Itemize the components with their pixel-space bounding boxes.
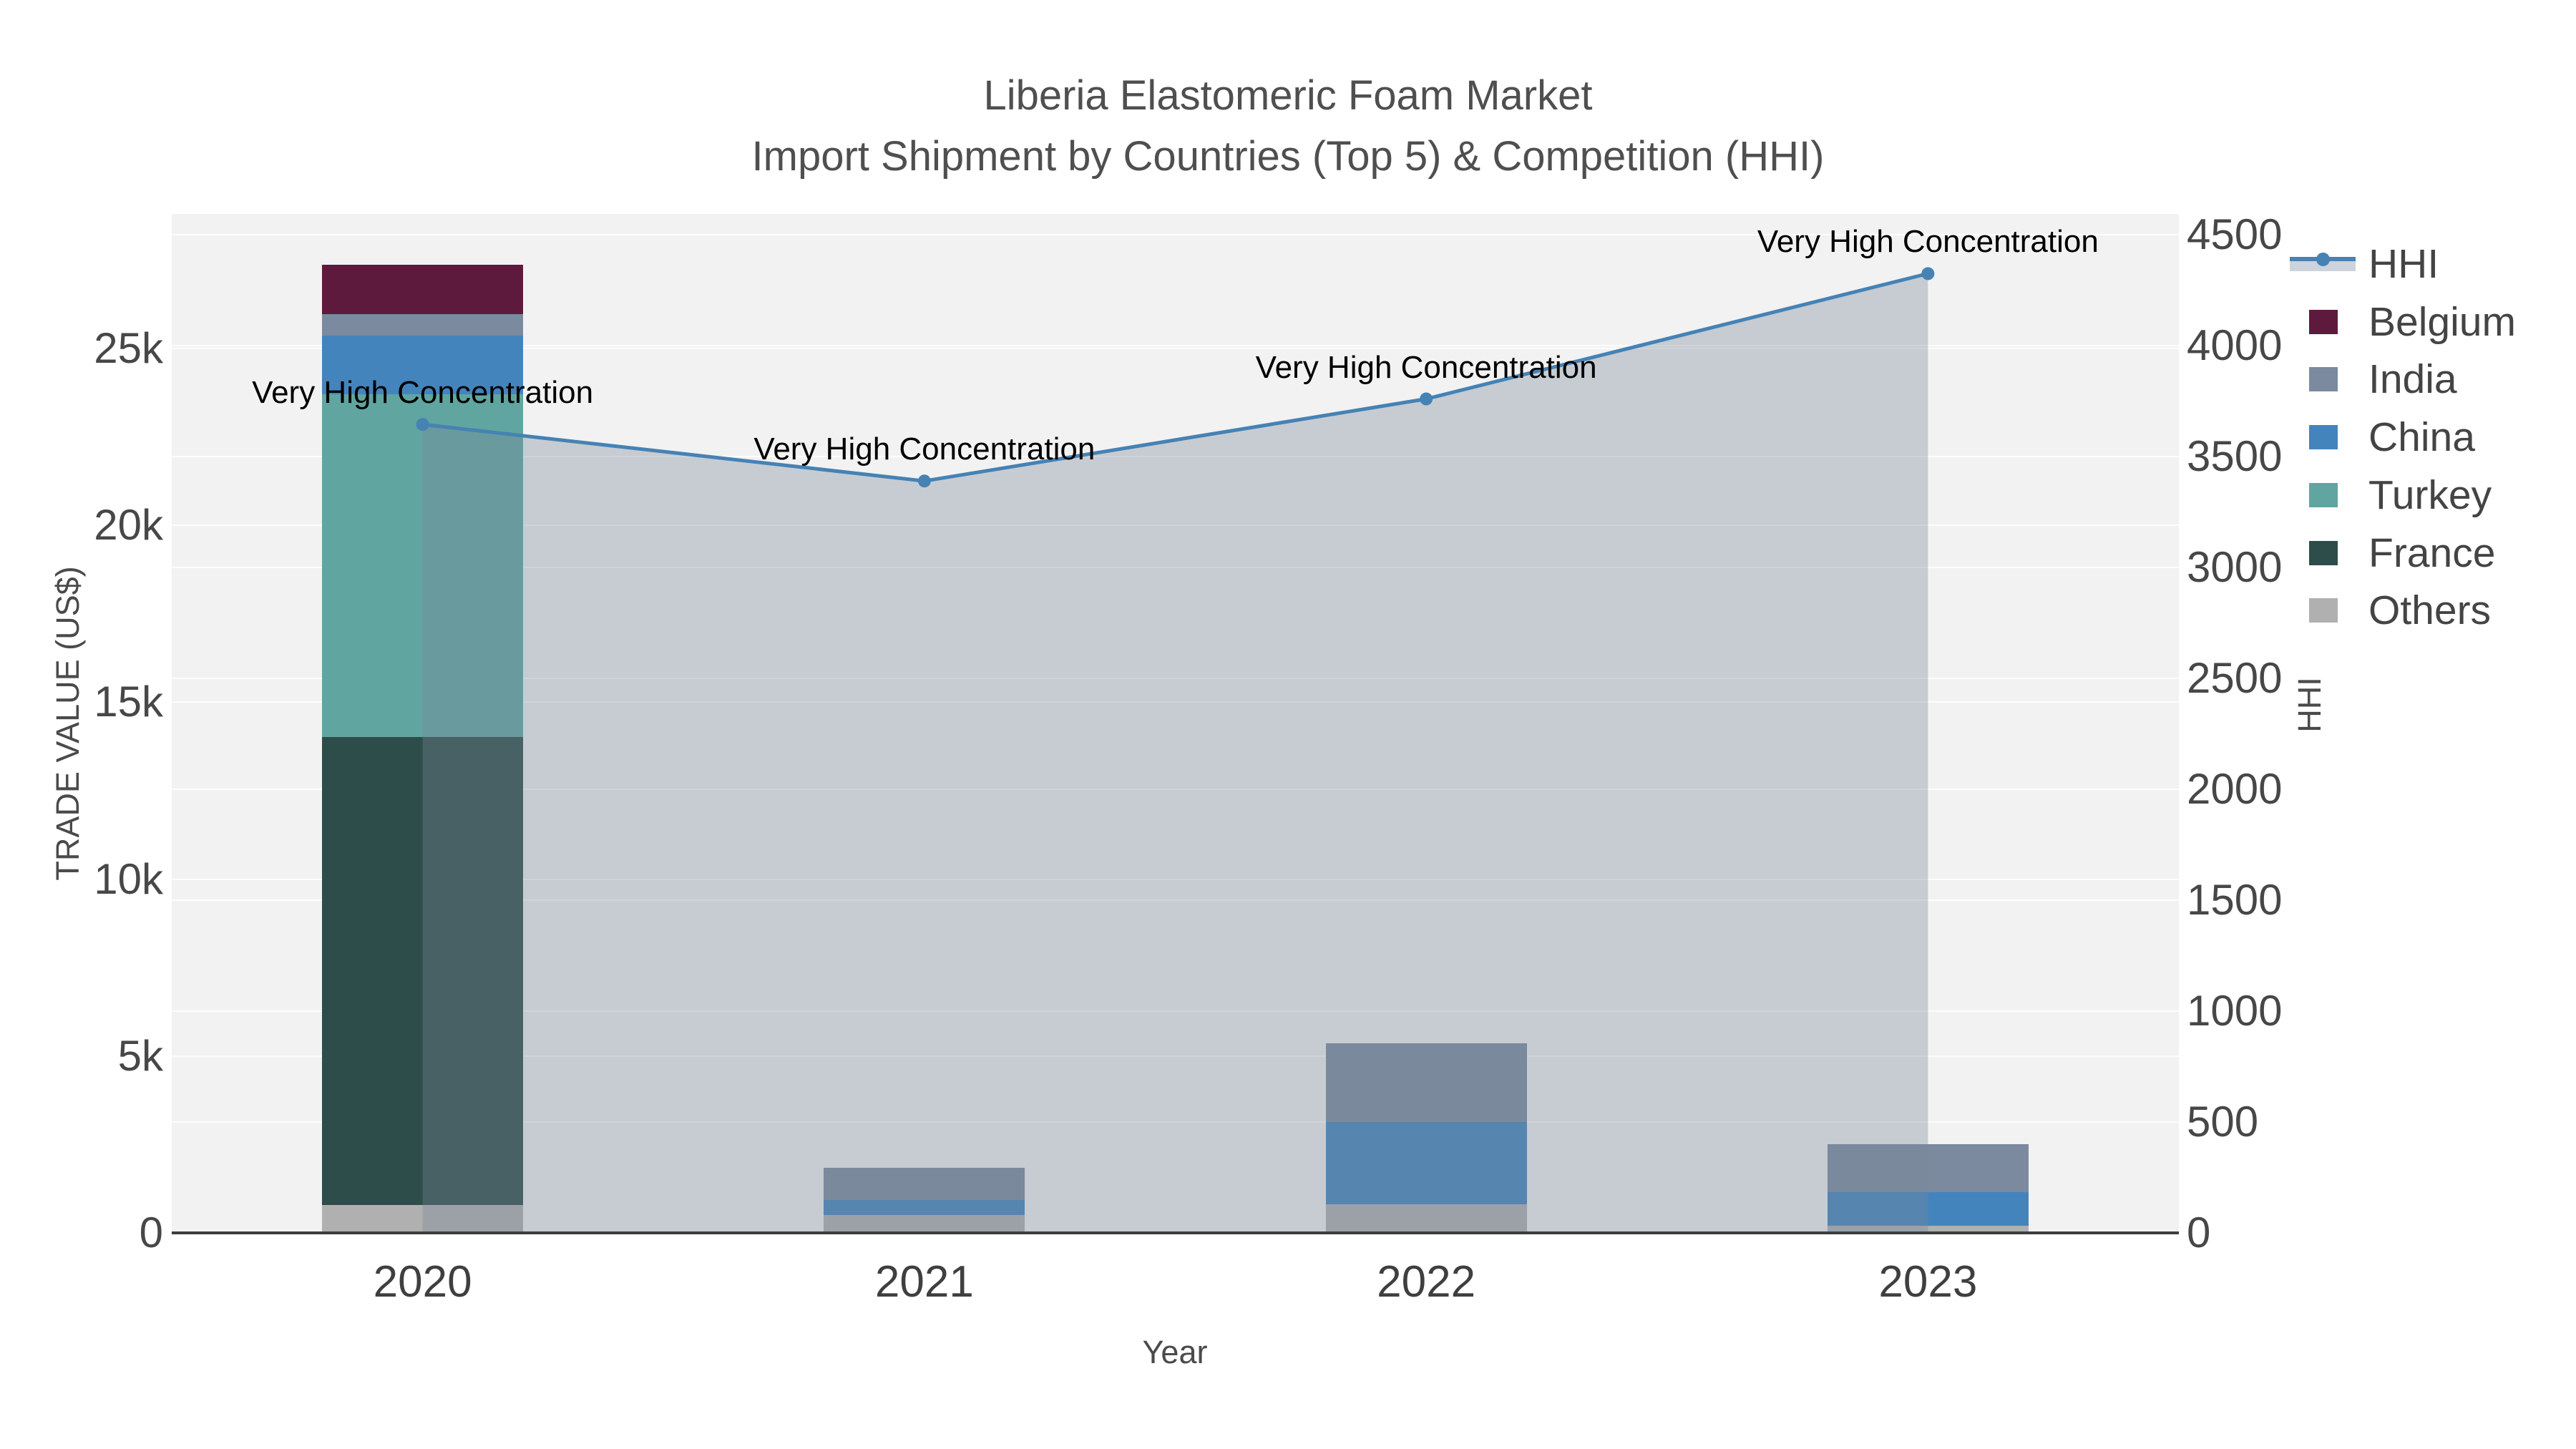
legend-label-china: China bbox=[2368, 414, 2475, 461]
bar-segment-turkey-2020[interactable] bbox=[322, 394, 524, 738]
legend-label-france: France bbox=[2368, 530, 2496, 576]
bar-segment-others-2021[interactable] bbox=[824, 1214, 1025, 1233]
x-axis-line bbox=[172, 1231, 2179, 1234]
legend-label-belgium: Belgium bbox=[2368, 298, 2516, 345]
legend-swatch-turkey bbox=[2309, 482, 2338, 507]
bar-segment-belgium-2020[interactable] bbox=[322, 264, 524, 314]
bar-segment-india-2022[interactable] bbox=[1325, 1043, 1527, 1122]
bar-segment-france-2020[interactable] bbox=[322, 737, 524, 1205]
gridline-right-4500 bbox=[172, 234, 2179, 236]
legend-swatch-belgium bbox=[2309, 309, 2338, 334]
hhi-line bbox=[422, 271, 1928, 483]
x-tick-2021: 2021 bbox=[874, 1257, 974, 1307]
gridline-left-5k bbox=[172, 1055, 2179, 1057]
y-left-tick-25k: 25k bbox=[94, 323, 163, 372]
y-right-tick-4000: 4000 bbox=[2187, 321, 2283, 370]
gridline-right-1000 bbox=[172, 1010, 2179, 1013]
legend: HHI Belgium India China Turkey France Others bbox=[2283, 231, 2576, 645]
gridline-right-3000 bbox=[172, 567, 2179, 569]
x-tick-2023: 2023 bbox=[1878, 1257, 1978, 1307]
gridline-right-1500 bbox=[172, 899, 2179, 902]
bar-segment-others-2020[interactable] bbox=[322, 1204, 524, 1233]
legend-item-china[interactable]: China bbox=[2283, 409, 2576, 466]
chart-title-line2: Import Shipment by Countries (Top 5) & C… bbox=[751, 133, 1825, 180]
hhi-annotation-2020: Very High Concentration bbox=[252, 375, 594, 411]
y-right-tick-4500: 4500 bbox=[2187, 210, 2283, 259]
hhi-annotation-2022: Very High Concentration bbox=[1255, 349, 1597, 385]
chart-title: Liberia Elastomeric Foam Market Import Sh… bbox=[0, 65, 2576, 187]
bar-segment-others-2023[interactable] bbox=[1827, 1226, 2029, 1233]
legend-swatch-others bbox=[2309, 598, 2338, 623]
gridline-left-20k bbox=[172, 525, 2179, 527]
legend-swatch-china bbox=[2309, 425, 2338, 450]
legend-label-turkey: Turkey bbox=[2368, 472, 2492, 518]
y-left-tick-0: 0 bbox=[139, 1209, 163, 1257]
legend-item-india[interactable]: India bbox=[2283, 351, 2576, 408]
hhi-marker-2020[interactable] bbox=[416, 418, 429, 431]
bar-segment-india-2020[interactable] bbox=[322, 313, 524, 336]
legend-item-others[interactable]: Others bbox=[2283, 582, 2576, 639]
hhi-area-fill bbox=[422, 273, 1928, 1233]
legend-item-france[interactable]: France bbox=[2283, 525, 2576, 582]
legend-label-hhi: HHI bbox=[2368, 241, 2439, 287]
y-left-tick-10k: 10k bbox=[94, 854, 163, 903]
y-left-tick-15k: 15k bbox=[94, 678, 163, 726]
bar-segment-india-2023[interactable] bbox=[1827, 1143, 2029, 1193]
gridline-right-4000 bbox=[172, 345, 2179, 347]
hhi-marker-2021[interactable] bbox=[917, 474, 931, 488]
y-right-tick-2500: 2500 bbox=[2187, 654, 2283, 703]
bar-segment-china-2021[interactable] bbox=[824, 1200, 1025, 1215]
bar-segment-china-2020[interactable] bbox=[322, 336, 524, 395]
gridline-left-10k bbox=[172, 878, 2179, 880]
x-tick-2022: 2022 bbox=[1377, 1257, 1476, 1307]
gridline-right-2000 bbox=[172, 789, 2179, 791]
y-right-tick-3500: 3500 bbox=[2187, 432, 2283, 481]
y-right-tick-1500: 1500 bbox=[2187, 876, 2283, 924]
gridline-left-25k bbox=[172, 347, 2179, 349]
legend-item-hhi[interactable]: HHI bbox=[2283, 235, 2576, 293]
hhi-annotation-2023: Very High Concentration bbox=[1757, 224, 2099, 260]
hhi-legend-symbol bbox=[2290, 253, 2356, 274]
gridline-left-15k bbox=[172, 701, 2179, 703]
hhi-marker-2022[interactable] bbox=[1420, 392, 1433, 406]
x-axis-title: Year bbox=[1142, 1334, 1208, 1370]
gridline-right-2500 bbox=[172, 678, 2179, 680]
y-right-tick-500: 500 bbox=[2187, 1098, 2259, 1146]
chart-title-line1: Liberia Elastomeric Foam Market bbox=[983, 72, 1593, 119]
bar-segment-others-2022[interactable] bbox=[1325, 1204, 1527, 1233]
y-right-tick-2000: 2000 bbox=[2187, 765, 2283, 814]
legend-item-belgium[interactable]: Belgium bbox=[2283, 293, 2576, 351]
gridline-right-3500 bbox=[172, 456, 2179, 458]
legend-label-india: India bbox=[2368, 356, 2457, 403]
y-right-tick-0: 0 bbox=[2187, 1209, 2211, 1257]
hhi-legend-marker-dot bbox=[2316, 253, 2330, 266]
hhi-annotation-2021: Very High Concentration bbox=[753, 431, 1096, 467]
legend-swatch-france bbox=[2309, 540, 2338, 565]
hhi-marker-2023[interactable] bbox=[1921, 267, 1935, 280]
y-left-tick-20k: 20k bbox=[94, 501, 163, 550]
legend-label-others: Others bbox=[2368, 587, 2492, 634]
gridline-right-500 bbox=[172, 1121, 2179, 1123]
bar-segment-india-2021[interactable] bbox=[824, 1168, 1025, 1200]
y-right-tick-1000: 1000 bbox=[2187, 987, 2283, 1035]
legend-swatch-india bbox=[2309, 367, 2338, 392]
bar-segment-china-2023[interactable] bbox=[1827, 1192, 2029, 1226]
bar-segment-china-2022[interactable] bbox=[1325, 1121, 1527, 1204]
y-axis-title-left: TRADE VALUE (US$) bbox=[49, 566, 86, 881]
y-right-tick-3000: 3000 bbox=[2187, 543, 2283, 592]
y-axis-title-right: HHI bbox=[2291, 677, 2328, 733]
y-left-tick-5k: 5k bbox=[117, 1031, 163, 1080]
legend-item-turkey[interactable]: Turkey bbox=[2283, 467, 2576, 524]
x-tick-2020: 2020 bbox=[373, 1257, 472, 1307]
